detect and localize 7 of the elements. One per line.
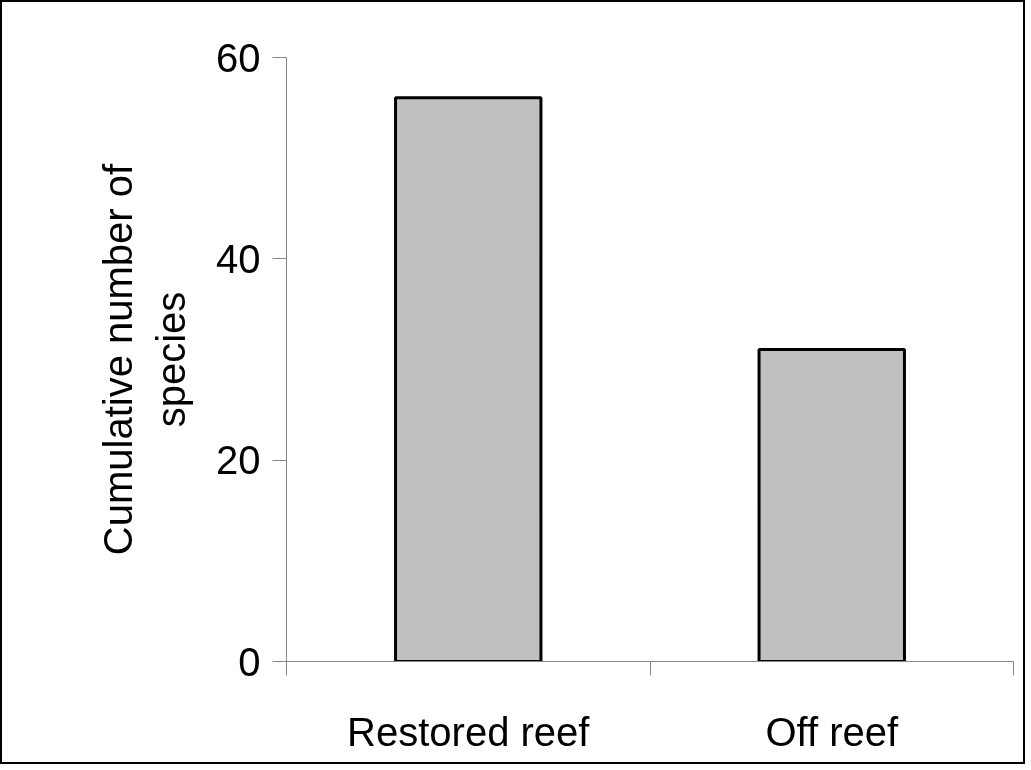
x-tick-label: Restored reef	[347, 709, 591, 754]
x-tick-label: Off reef	[765, 709, 899, 754]
y-tick-label: 40	[216, 236, 261, 281]
y-tick-label: 0	[238, 639, 261, 684]
y-axis-title: Cumulative number of species	[96, 162, 194, 556]
y-tick-label: 60	[216, 35, 261, 80]
y-tick-label: 20	[216, 438, 261, 483]
